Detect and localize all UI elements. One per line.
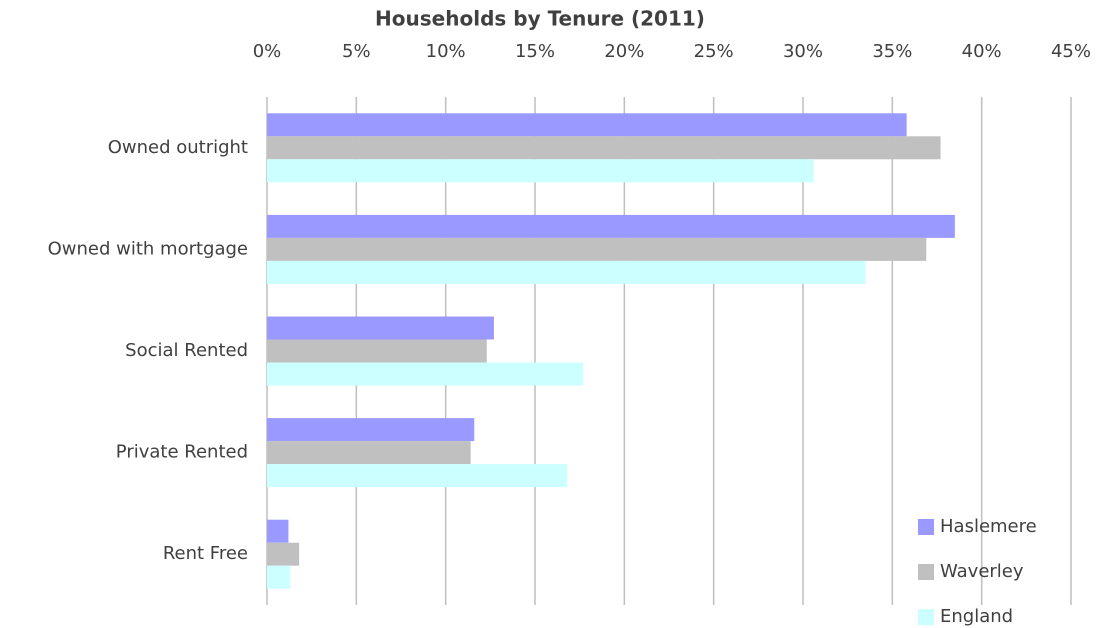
x-tick-label: 5% bbox=[342, 41, 371, 62]
bar bbox=[267, 316, 494, 340]
bar bbox=[267, 113, 907, 137]
y-tick-label: Private Rented bbox=[116, 442, 248, 463]
x-tick-label: 40% bbox=[962, 41, 1002, 62]
legend-swatch bbox=[918, 564, 934, 580]
y-tick-label: Owned outright bbox=[108, 137, 248, 158]
x-tick-label: 15% bbox=[515, 41, 555, 62]
bar bbox=[267, 565, 291, 589]
x-tick-label: 30% bbox=[783, 41, 823, 62]
bar bbox=[267, 260, 866, 284]
bar bbox=[267, 339, 487, 363]
bar bbox=[267, 136, 941, 160]
bar bbox=[267, 362, 584, 386]
bar bbox=[267, 441, 471, 465]
x-tick-label: 35% bbox=[872, 41, 912, 62]
bar bbox=[267, 159, 814, 183]
x-tick-label: 45% bbox=[1051, 41, 1091, 62]
bar bbox=[267, 214, 955, 238]
x-tick-label: 0% bbox=[253, 41, 282, 62]
bar bbox=[267, 542, 300, 566]
y-tick-label: Rent Free bbox=[163, 543, 248, 564]
x-tick-label: 10% bbox=[426, 41, 466, 62]
chart-title: Households by Tenure (2011) bbox=[375, 7, 705, 31]
x-tick-label: 25% bbox=[694, 41, 734, 62]
bar bbox=[267, 464, 568, 488]
y-tick-label: Social Rented bbox=[125, 340, 248, 361]
legend-swatch bbox=[918, 609, 934, 625]
x-tick-label: 20% bbox=[604, 41, 644, 62]
bar bbox=[267, 237, 927, 261]
bar bbox=[267, 519, 289, 543]
legend-label: Haslemere bbox=[940, 516, 1037, 537]
y-tick-label: Owned with mortgage bbox=[48, 238, 248, 259]
bar bbox=[267, 418, 475, 442]
legend-swatch bbox=[918, 519, 934, 535]
legend-label: Waverley bbox=[940, 561, 1024, 582]
legend-label: England bbox=[940, 606, 1013, 627]
